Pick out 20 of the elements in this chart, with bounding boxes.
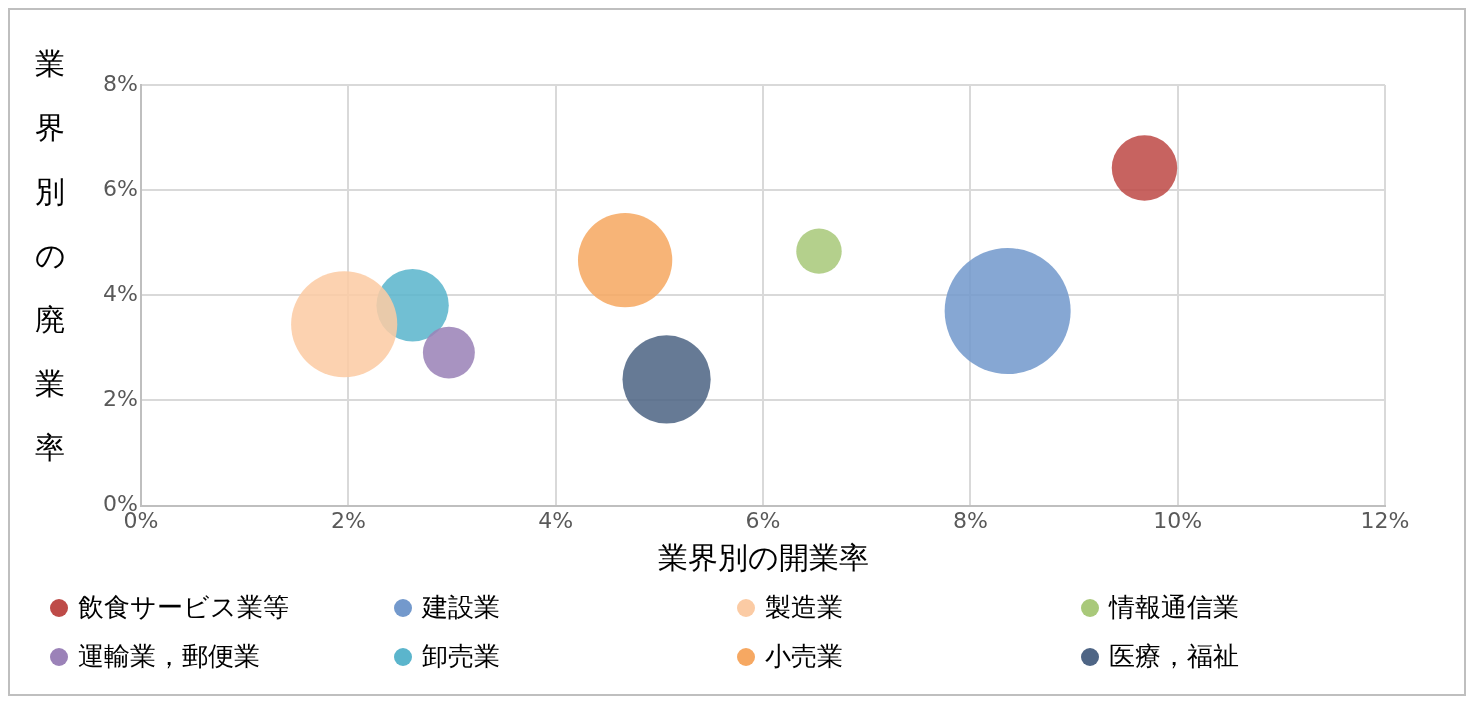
y-tick-label: 2% <box>103 386 138 412</box>
y-tick-label: 6% <box>103 175 138 201</box>
x-tick-label: 10% <box>1153 507 1203 533</box>
legend-label: 卸売業 <box>421 640 500 673</box>
legend-label: 飲食サービス業等 <box>78 591 289 624</box>
x-tick-label: 12% <box>1360 507 1410 533</box>
legend-label: 運輸業，郵便業 <box>78 640 260 673</box>
x-tick-label: 6% <box>745 507 781 533</box>
legend-label: 小売業 <box>765 640 843 673</box>
y-tick-label: 8% <box>103 70 138 96</box>
x-tick-label: 2% <box>330 507 366 533</box>
y-axis-title: 業界別の廃業率 <box>34 45 66 467</box>
legend-label: 製造業 <box>765 591 843 624</box>
x-tick-label: 4% <box>538 507 574 533</box>
legend-label: 情報通信業 <box>1108 591 1239 624</box>
legend-label: 建設業 <box>421 591 500 624</box>
x-tick-label: 8% <box>952 507 988 533</box>
y-tick-label: 4% <box>103 281 138 307</box>
x-axis-title: 業界別の開業率 <box>657 539 869 575</box>
legend-label: 医療，福祉 <box>1108 640 1239 673</box>
